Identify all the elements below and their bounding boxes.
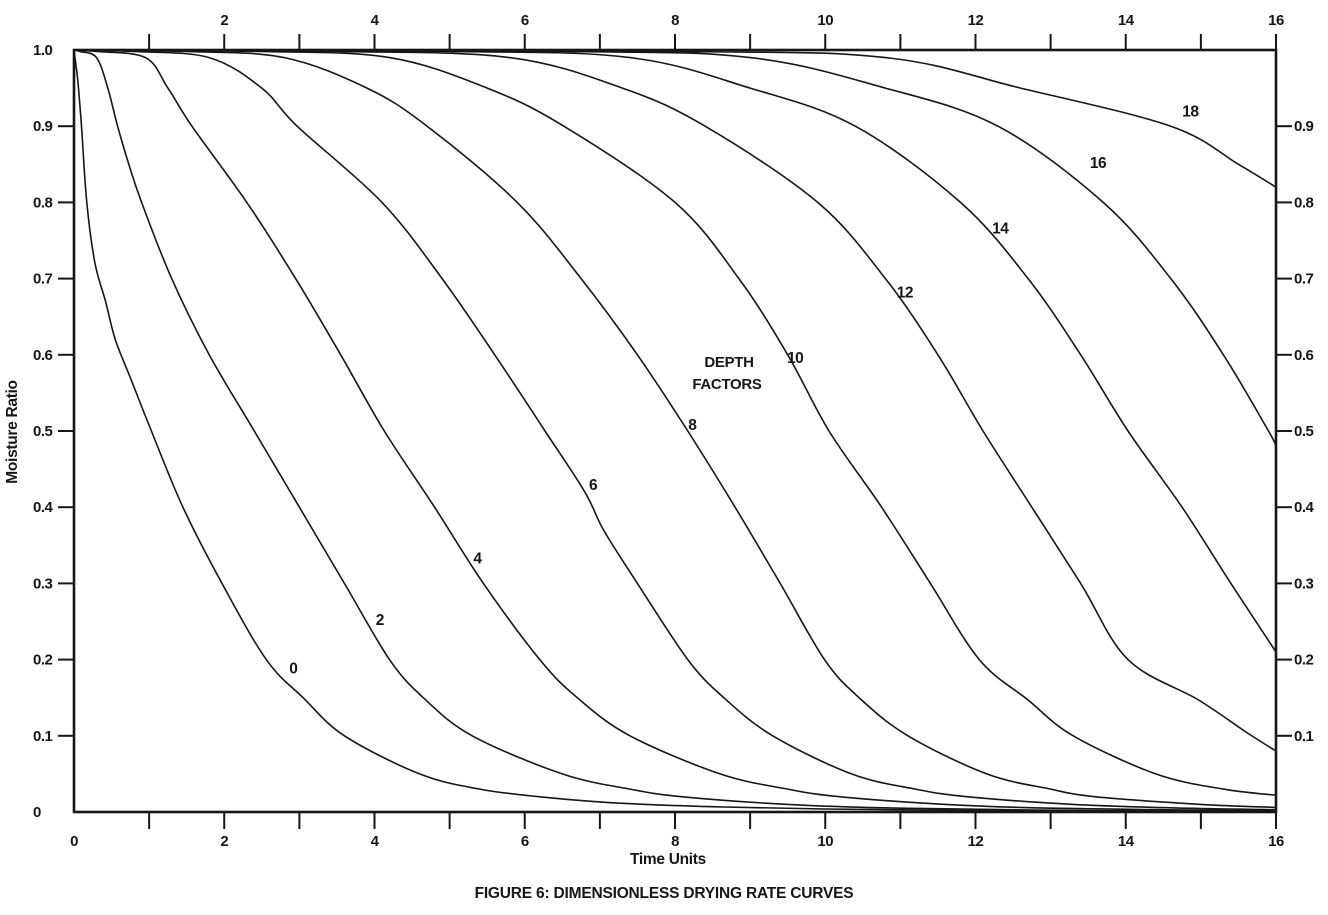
- curve-depth-8: [73, 49, 1277, 809]
- curve-depth-2: [73, 49, 1277, 812]
- annotation-depth-line2: FACTORS: [692, 376, 762, 393]
- x-tick-label-bottom: 14: [1118, 833, 1135, 850]
- y-tick-label-right: 0.5: [1294, 423, 1314, 440]
- y-tick-label-right: 0.9: [1294, 118, 1314, 135]
- curve-label-2: 2: [376, 612, 384, 629]
- y-tick-label-left: 0.3: [33, 575, 53, 592]
- x-tick-label-bottom: 16: [1268, 833, 1284, 850]
- curve-depth-14: [73, 49, 1277, 653]
- y-tick-label-left: 1.0: [33, 42, 53, 59]
- y-axis-title: Moisture Ratio: [4, 380, 21, 483]
- tick-label-group: 0 2 4 6 8 10 12 14 16 2 4 6 8 10 12 14 16 1.0 0.9 0.8 0.7 0.6…: [33, 12, 1315, 850]
- curve-depth-0: [73, 49, 1277, 813]
- y-tick-label-right: 0.8: [1294, 194, 1314, 211]
- curve-label-6: 6: [589, 477, 598, 494]
- curve-label-12: 12: [897, 284, 913, 301]
- x-tick-label-top: 6: [521, 12, 529, 29]
- y-tick-label-left: 0.9: [33, 118, 53, 135]
- y-tick-label-left: 0: [33, 804, 41, 821]
- y-tick-label-left: 0.2: [33, 652, 53, 669]
- curve-label-0: 0: [289, 661, 297, 678]
- axis-ticks: [58, 34, 1292, 829]
- y-tick-label-right: 0.1: [1294, 728, 1314, 745]
- curve-depth-4: [73, 49, 1277, 812]
- curve-depth-10: [73, 49, 1277, 796]
- x-tick-label-bottom: 6: [521, 833, 529, 850]
- curve-label-14: 14: [992, 220, 1009, 237]
- curve-label-18: 18: [1182, 104, 1199, 121]
- y-tick-label-right: 0.6: [1294, 347, 1314, 364]
- y-tick-label-left: 0.7: [33, 271, 53, 288]
- y-tick-label-left: 0.1: [33, 728, 53, 745]
- curve-label-10: 10: [787, 350, 803, 367]
- curve-label-group: 0 2 4 6 8 10 12 14 16 18: [289, 104, 1200, 678]
- curve-group: [73, 49, 1277, 813]
- y-tick-label-left: 0.4: [33, 499, 54, 516]
- x-tick-label-bottom: 8: [671, 833, 679, 850]
- curve-label-16: 16: [1090, 155, 1107, 172]
- curve-label-4: 4: [473, 550, 482, 567]
- x-tick-label-bottom: 4: [371, 833, 380, 850]
- y-tick-label-right: 0.2: [1294, 652, 1314, 669]
- y-tick-label-right: 0.7: [1294, 271, 1314, 288]
- curve-label-8: 8: [688, 417, 697, 434]
- x-tick-label-bottom: 10: [817, 833, 833, 850]
- y-tick-label-right: 0.3: [1294, 575, 1314, 592]
- curve-depth-6: [73, 49, 1277, 811]
- x-tick-label-top: 12: [968, 12, 984, 29]
- y-tick-label-left: 0.8: [33, 194, 53, 211]
- x-tick-label-bottom: 12: [968, 833, 984, 850]
- x-tick-label-top: 10: [817, 12, 833, 29]
- x-tick-label-bottom: 2: [220, 833, 228, 850]
- x-tick-label-top: 2: [220, 12, 228, 29]
- curve-depth-12: [73, 49, 1277, 752]
- x-tick-label-top: 16: [1268, 12, 1284, 29]
- x-tick-label-top: 14: [1118, 12, 1135, 29]
- y-tick-label-left: 0.6: [33, 347, 53, 364]
- plot-border: [72, 48, 1278, 814]
- x-axis-title: Time Units: [630, 851, 706, 868]
- x-tick-label-bottom: 0: [70, 833, 78, 850]
- figure-caption: FIGURE 6: DIMENSIONLESS DRYING RATE CURV…: [475, 885, 854, 902]
- annotation-depth-line1: DEPTH: [704, 354, 753, 371]
- y-tick-label-left: 0.5: [33, 423, 53, 440]
- x-tick-label-top: 8: [671, 12, 679, 29]
- y-tick-label-right: 0.4: [1294, 499, 1315, 516]
- x-tick-label-top: 4: [371, 12, 380, 29]
